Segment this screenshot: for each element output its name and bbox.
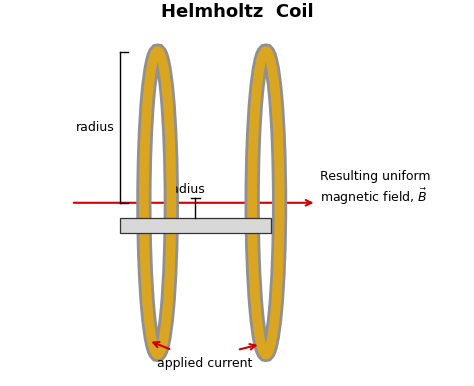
Text: applied current: applied current: [157, 357, 252, 370]
Text: Resulting uniform
magnetic field, $\vec{B}$: Resulting uniform magnetic field, $\vec{…: [320, 170, 430, 207]
Text: radius: radius: [75, 121, 114, 134]
Text: radius: radius: [167, 183, 206, 196]
Title: Helmholtz  Coil: Helmholtz Coil: [161, 3, 313, 21]
Bar: [120, 218, 271, 234]
